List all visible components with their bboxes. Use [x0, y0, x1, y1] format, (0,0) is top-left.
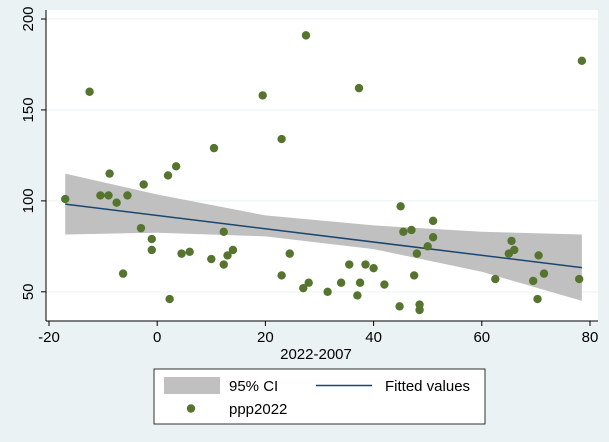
- data-point: [147, 234, 156, 244]
- data-point: [171, 162, 181, 171]
- data-point: [185, 247, 194, 256]
- gridlines: [46, 18, 598, 293]
- confidence-band-layer: [65, 173, 582, 301]
- y-tick-label: 50: [20, 283, 37, 300]
- x-tick-label: 60: [473, 329, 490, 346]
- fit-line-layer: [65, 203, 582, 269]
- data-point: [96, 191, 105, 200]
- data-point: [577, 56, 587, 66]
- legend-points-label: ppp2022: [229, 401, 287, 418]
- data-point: [258, 91, 267, 100]
- data-point: [228, 245, 238, 255]
- data-point: [304, 278, 313, 287]
- legend: 95% CI Fitted values ppp2022: [153, 368, 486, 425]
- x-tick-label: 20: [257, 329, 274, 346]
- data-point: [285, 249, 294, 258]
- data-point: [136, 223, 146, 233]
- data-point: [396, 202, 405, 211]
- data-point: [112, 198, 121, 207]
- y-tick-label: 150: [20, 97, 37, 122]
- x-tick-label: 40: [365, 329, 382, 346]
- y-tick-label: 200: [20, 6, 37, 31]
- legend-points-marker: [186, 404, 196, 413]
- data-point: [219, 260, 228, 269]
- data-point: [139, 180, 148, 189]
- data-point: [147, 245, 156, 255]
- legend-fit-label: Fitted values: [385, 378, 470, 395]
- data-point: [409, 271, 419, 280]
- data-point: [491, 274, 500, 284]
- data-point: [415, 305, 424, 315]
- data-point: [380, 280, 389, 289]
- data-point: [105, 169, 114, 178]
- data-point: [61, 194, 70, 204]
- data-point: [219, 227, 228, 236]
- data-point: [118, 269, 128, 278]
- data-point: [277, 134, 286, 144]
- data-point: [361, 260, 370, 269]
- data-point: [336, 278, 346, 287]
- data-point: [574, 274, 584, 284]
- data-point: [407, 225, 416, 235]
- data-point: [423, 242, 432, 251]
- x-axis-title: 2022-2007: [280, 346, 352, 363]
- data-point: [353, 291, 362, 300]
- data-point: [323, 287, 332, 297]
- data-point: [85, 87, 94, 96]
- data-point: [277, 271, 286, 280]
- data-point: [395, 302, 404, 311]
- data-point: [428, 233, 438, 242]
- x-tick-label: 0: [153, 329, 161, 346]
- data-point: [301, 31, 311, 40]
- data-point: [207, 254, 216, 264]
- legend-ci-label: 95% CI: [229, 378, 278, 395]
- points-layer: [61, 31, 587, 315]
- data-point: [177, 249, 186, 258]
- data-point: [123, 191, 132, 200]
- data-point: [163, 171, 173, 180]
- axes: 50 100 150 200 -20 0 20 40 60 80: [20, 6, 598, 346]
- fitted-line: [65, 203, 582, 269]
- x-tick-label: -20: [38, 329, 60, 346]
- data-point: [507, 236, 516, 246]
- data-point: [209, 143, 219, 153]
- data-point: [510, 245, 519, 255]
- data-point: [533, 294, 542, 304]
- data-point: [165, 294, 174, 304]
- data-point: [355, 278, 365, 287]
- data-point: [534, 251, 543, 260]
- data-point: [528, 276, 538, 286]
- data-point: [428, 216, 438, 226]
- data-point: [399, 227, 408, 236]
- data-point: [345, 260, 354, 269]
- data-point: [104, 191, 113, 200]
- data-point: [369, 263, 378, 273]
- data-point: [299, 283, 308, 293]
- legend-ci-swatch: [164, 377, 220, 394]
- data-point: [539, 269, 549, 278]
- x-tick-label: 80: [582, 329, 599, 346]
- data-point: [412, 249, 422, 258]
- data-point: [354, 83, 364, 93]
- y-tick-label: 100: [20, 188, 37, 213]
- confidence-band: [65, 173, 582, 301]
- data-point: [223, 251, 232, 260]
